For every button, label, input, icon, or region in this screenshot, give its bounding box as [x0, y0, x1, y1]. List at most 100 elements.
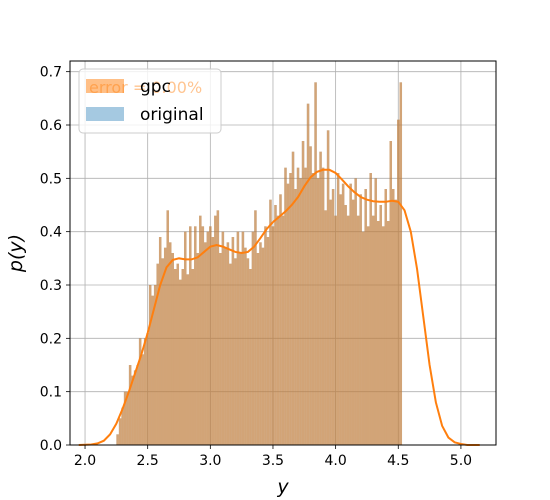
x-tick-label: 3.0	[199, 453, 221, 469]
gpc-bar	[256, 253, 260, 445]
gpc-bar	[339, 194, 342, 445]
gpc-bar	[276, 215, 280, 445]
gpc-bar	[221, 231, 225, 445]
gpc-bar	[236, 231, 240, 445]
gpc-bar	[224, 247, 227, 445]
gpc-bar	[336, 173, 340, 445]
gpc-bar	[364, 189, 367, 445]
gpc-bar	[199, 215, 202, 445]
gpc-bar	[209, 226, 212, 445]
gpc-bar	[216, 210, 220, 445]
gpc-histogram	[116, 82, 403, 446]
gpc-bar	[191, 269, 195, 445]
gpc-bar	[386, 221, 390, 445]
gpc-bar	[163, 247, 167, 445]
gpc-bar	[301, 141, 305, 445]
gpc-bar	[359, 194, 362, 445]
gpc-bar	[291, 151, 295, 445]
gpc-bar	[251, 231, 255, 445]
gpc-bar	[151, 295, 154, 445]
gpc-bar	[219, 253, 222, 445]
gpc-bar	[201, 226, 205, 445]
gpc-bar	[392, 189, 395, 445]
gpc-bar	[168, 242, 172, 445]
gpc-bar	[379, 205, 382, 445]
gpc-bar	[304, 167, 307, 445]
gpc-bar	[381, 226, 385, 445]
gpc-bar	[234, 258, 237, 445]
gpc-bar	[128, 365, 132, 445]
gpc-bar	[284, 167, 287, 445]
gpc-bar	[254, 210, 257, 445]
gpc-bar	[384, 189, 387, 445]
y-tick-label: 0.4	[40, 225, 62, 241]
gpc-bar	[354, 178, 357, 446]
gpc-bar	[309, 146, 312, 446]
gpc-bar	[326, 130, 330, 446]
x-axis-label: y	[276, 476, 289, 498]
gpc-bar	[158, 237, 162, 445]
gpc-bar	[204, 242, 207, 445]
gpc-bar	[266, 237, 270, 445]
legend: error = 0.00% gpc original	[78, 68, 222, 134]
gpc-bar	[366, 226, 370, 445]
plot-frame	[69, 60, 497, 446]
axis-ticks: 2.0 2.5 3.0 3.5 4.0 4.5 5.0 0.0 0.1 0.2 0.3 0.4 0.5 0…	[40, 65, 472, 469]
gpc-bar	[116, 434, 119, 445]
gpc-bar	[173, 269, 177, 445]
gpc-bar	[146, 333, 149, 445]
legend-label-original: original	[140, 105, 204, 125]
gpc-bar	[196, 253, 200, 445]
gpc-bar	[344, 205, 347, 445]
gpc-bar	[394, 199, 398, 445]
gpc-bar	[141, 354, 144, 445]
gpc-bar	[269, 199, 272, 445]
gpc-bar	[289, 173, 292, 445]
gpc-bar	[271, 226, 275, 445]
gpc-bar	[181, 269, 185, 445]
gpc-bar	[314, 82, 317, 445]
kde-curve	[78, 168, 480, 446]
gpc-bar	[239, 253, 242, 445]
gpc-bar	[346, 215, 350, 445]
gpc-bar	[371, 215, 375, 445]
gpc-bar	[306, 103, 310, 446]
gpc-bar	[226, 242, 230, 445]
gpc-bar	[361, 231, 365, 445]
gpc-bar	[294, 189, 297, 445]
gpc-bar	[374, 178, 377, 446]
y-tick-label: 0.1	[40, 385, 62, 401]
gpc-bar	[189, 226, 192, 445]
gpc-bar	[399, 82, 403, 445]
gpc-bar	[206, 231, 210, 445]
gpc-bar	[316, 178, 320, 446]
gpc-bar	[331, 189, 335, 445]
y-tick-label: 0.3	[40, 278, 62, 294]
gpc-bar	[349, 183, 352, 445]
gpc-bar	[246, 258, 250, 445]
legend-label-gpc: gpc	[140, 77, 171, 97]
gpc-bar	[118, 418, 122, 445]
x-tick-label: 4.5	[387, 453, 409, 469]
x-tick-label: 4.0	[324, 453, 346, 469]
gpc-bar	[389, 141, 393, 445]
gpc-bar	[143, 338, 147, 445]
x-tick-label: 2.0	[74, 453, 96, 469]
gpc-bar	[264, 226, 267, 445]
gpc-bar	[299, 178, 302, 446]
gpc-bar	[296, 167, 300, 445]
gpc-bar	[279, 194, 282, 445]
x-tick-label: 3.5	[262, 453, 284, 469]
gpc-bar	[184, 231, 187, 445]
gpc-bar	[214, 215, 217, 445]
gpc-bar	[376, 221, 380, 445]
y-tick-label: 0.5	[40, 171, 62, 187]
gpc-bar	[351, 199, 355, 445]
gpc-bar	[179, 279, 182, 445]
gpc-bar	[369, 173, 372, 445]
gpc-bar	[121, 407, 124, 445]
gpc-bar	[186, 274, 190, 445]
gpc-bar	[171, 253, 174, 445]
gpc-bar	[166, 210, 169, 445]
